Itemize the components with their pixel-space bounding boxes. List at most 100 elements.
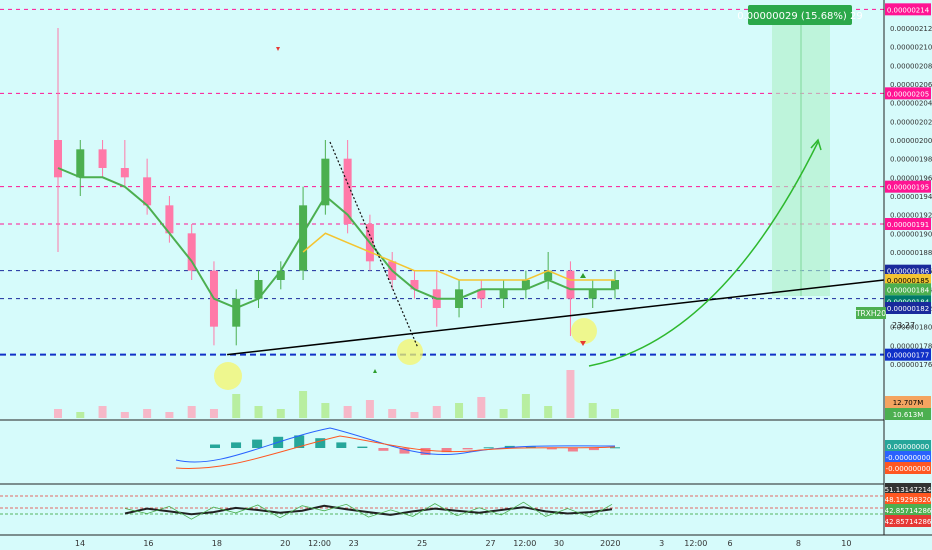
volume-badge-1: 10.613M [893, 411, 924, 419]
macd-badge-bg-1 [885, 451, 931, 463]
macd-badge-bg-2 [885, 462, 931, 474]
price-badge-1: 0.00000205 [887, 90, 929, 98]
candle-body-3 [120, 168, 129, 178]
volume-bar-13 [343, 406, 352, 418]
projection-box[interactable]: 0.00000029 (15.68%) 29 [737, 5, 863, 296]
support-highlight-1 [214, 362, 242, 390]
candle-body-24 [588, 289, 597, 299]
price-badge-0: 0.00000214 [887, 6, 930, 14]
price-tick-16: 0.00000180 [890, 324, 932, 332]
candle-body-19 [477, 289, 486, 299]
candle-body-2 [98, 149, 107, 168]
volume-bar-9 [254, 406, 263, 418]
volume-bar-15 [388, 409, 397, 418]
candle-body-5 [165, 205, 174, 234]
osc-badge-0: 51.13147214 [885, 486, 932, 494]
volume-bar-3 [120, 412, 129, 418]
time-axis-ticks[interactable]: 14 16 18 20 12:00 23 25 27 12:00 30 2020 3 12:00 6 8 10 [75, 539, 852, 548]
volume-bar-11 [299, 391, 308, 418]
candle-body-22 [544, 270, 553, 280]
volume-bar-23 [566, 370, 575, 418]
candle-body-1 [76, 149, 85, 178]
oscillator-line [124, 504, 613, 516]
price-axis-badges: 0.00000214 0.00000205 0.00000195 0.00000191… [885, 3, 931, 361]
volume-bars [54, 370, 619, 418]
macd-pane[interactable] [175, 427, 620, 469]
moving-average-0 [57, 167, 615, 310]
time-tick-8: 12:00 [513, 539, 536, 548]
price-badge-2: 0.00000195 [887, 184, 929, 192]
trendline-0[interactable] [227, 279, 885, 356]
price-pane[interactable]: 0.00000029 (15.68%) 29 [0, 5, 885, 418]
volume-bar-4 [143, 409, 152, 418]
macd-bar-1 [231, 442, 242, 448]
price-badge-bg-6 [885, 283, 931, 296]
candle-body-23 [566, 270, 575, 299]
price-badge-bg-1 [885, 87, 931, 100]
osc-badge-bg-3 [885, 515, 931, 527]
time-tick-6: 25 [417, 539, 427, 548]
price-tick-6: 0.00000200 [890, 137, 932, 145]
price-tick-2: 0.00000208 [890, 62, 932, 70]
macd-bar-0 [210, 444, 220, 448]
macd-bar-10 [420, 448, 431, 455]
volume-bar-1 [76, 412, 85, 418]
price-tick-5: 0.00000202 [890, 118, 932, 126]
time-tick-15: 10 [841, 539, 851, 548]
annotations[interactable] [214, 47, 822, 390]
time-tick-7: 27 [485, 539, 495, 548]
macd-bar-5 [315, 438, 326, 448]
moving-average-1 [302, 232, 615, 281]
volume-badge-bg-1 [885, 408, 931, 420]
candles [54, 28, 619, 346]
projection-label-box [748, 5, 852, 25]
trendlines[interactable] [227, 279, 885, 356]
osc-badge-bg-2 [885, 504, 931, 516]
price-badge-bg-5 [885, 274, 931, 286]
volume-bar-18 [455, 403, 464, 418]
volume-bar-6 [187, 406, 196, 418]
candle-body-12 [321, 158, 330, 206]
time-tick-11: 3 [659, 539, 664, 548]
price-badge-8: 0.00000182 [887, 305, 929, 313]
price-tick-7: 0.00000198 [890, 156, 932, 164]
volume-bar-12 [321, 403, 330, 418]
support-highlight-2 [397, 339, 423, 365]
macd-badge-2: -0.00000000 [886, 465, 931, 473]
volume-bar-25 [611, 409, 619, 418]
time-tick-5: 23 [349, 539, 359, 548]
macd-bar-4 [294, 435, 305, 448]
support-highlight-3 [571, 318, 597, 344]
oscillator-pane[interactable] [0, 495, 884, 520]
oscillator-band-line [124, 501, 613, 520]
osc-badge-1: 48.19298320 [885, 496, 932, 504]
macd-bar-19 [610, 447, 620, 449]
osc-badge-bg-1 [885, 493, 931, 505]
volume-bar-0 [54, 409, 62, 418]
volume-bar-21 [521, 394, 530, 418]
macd-bar-6 [336, 442, 347, 448]
macd-line [175, 427, 616, 463]
volume-bar-8 [232, 394, 241, 418]
price-tick-4: 0.00000204 [890, 100, 932, 108]
candle-body-9 [254, 280, 263, 299]
macd-bar-8 [378, 448, 389, 451]
candle-body-21 [521, 280, 530, 290]
macd-bar-7 [357, 446, 368, 448]
osc-badge-3: 42.85714286 [885, 518, 932, 526]
moving-average-lines [57, 167, 615, 310]
macd-bar-18 [588, 448, 599, 451]
candle-body-16 [410, 280, 419, 290]
price-tick-17: 0.00000178 [890, 342, 932, 350]
candle-body-6 [187, 233, 196, 271]
price-badge-bg-4 [885, 264, 931, 277]
downtrend-dotted-line [329, 141, 419, 349]
price-badge-4: 0.00000186 [887, 268, 930, 276]
volume-bar-17 [432, 406, 441, 418]
price-badge-bg-9 [885, 348, 931, 361]
candle-body-20 [499, 289, 508, 299]
volume-bar-20 [499, 409, 508, 418]
osc-badge-2: 42.85714286 [885, 507, 932, 515]
price-badge-bg-3 [885, 218, 931, 230]
